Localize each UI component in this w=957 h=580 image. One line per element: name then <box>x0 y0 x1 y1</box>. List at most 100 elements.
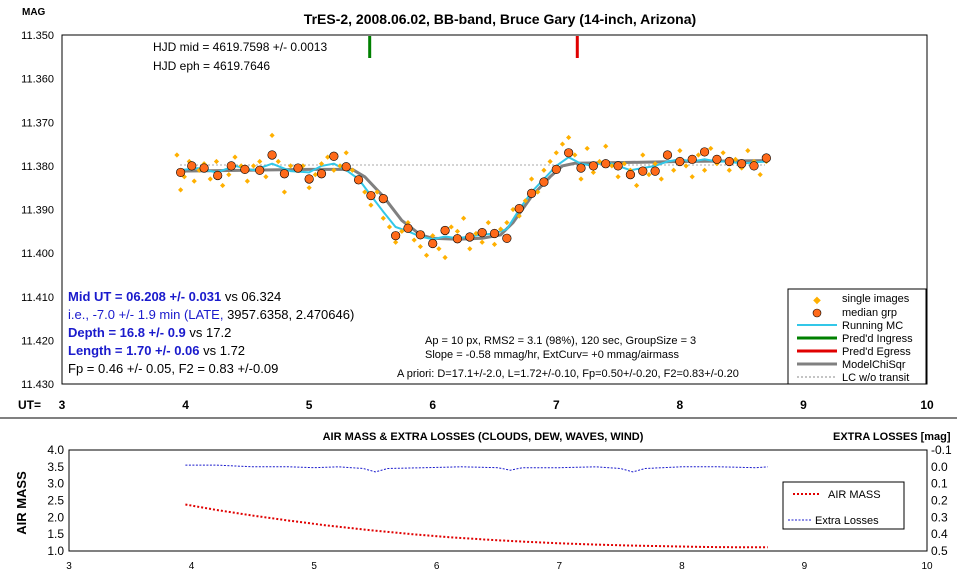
single-image-point <box>467 246 473 252</box>
airmass-y-tick-label: 1.0 <box>47 544 64 558</box>
single-image-point <box>516 213 522 219</box>
median-grp-point <box>415 230 425 240</box>
depth-text: Depth = 16.8 +/- 0.9 vs 17.2 <box>68 325 231 340</box>
median-grp-point <box>267 150 277 160</box>
single-image-point <box>368 202 374 208</box>
single-image-point <box>609 163 615 169</box>
single-image-point <box>695 152 701 158</box>
median-grp-point <box>477 228 487 238</box>
single-image-point <box>430 233 436 239</box>
single-image-point <box>640 152 646 158</box>
median-grp-point <box>650 166 660 176</box>
median-grp-point <box>564 148 574 158</box>
single-image-point <box>671 167 677 173</box>
single-image-point <box>178 187 184 193</box>
airmass-y-tick-label: 2.5 <box>47 494 64 508</box>
y-tick-label: 11.420 <box>21 335 54 347</box>
median-grp-point <box>329 151 339 161</box>
airmass-x-tick-label: 5 <box>311 561 317 572</box>
median-grp-point <box>213 170 223 181</box>
y-tick-label: 11.350 <box>21 30 54 42</box>
single-image-point <box>491 241 498 247</box>
median-grp-point <box>391 231 401 241</box>
y-tick-labels: 11.350 11.360 11.370 11.380 11.390 11.400 11.4… <box>21 30 54 391</box>
airmass-x-tick-label: 3 <box>66 561 72 572</box>
median-grp-point <box>316 169 327 179</box>
single-image-point <box>380 215 386 221</box>
single-image-point <box>436 246 442 252</box>
single-image-point <box>331 167 337 173</box>
single-image-point <box>572 152 578 158</box>
single-image-point <box>677 148 683 154</box>
single-image-point <box>337 163 343 169</box>
single-image-point <box>312 172 318 178</box>
single-image-point <box>220 182 226 189</box>
median-grp-point <box>662 150 673 160</box>
airmass-x-tick-labels: 3 4 5 6 7 8 9 10 <box>66 561 933 572</box>
median-grp-point <box>452 234 463 244</box>
single-image-point <box>306 185 312 191</box>
x-tick-labels: 3 4 5 6 7 8 9 10 <box>59 398 934 412</box>
single-image-point <box>250 163 257 169</box>
depth-value: Depth = 16.8 +/- 0.9 <box>68 325 186 340</box>
fp-text: Fp = 0.46 +/- 0.05, F2 = 0.83 +/-0.09 <box>68 361 278 376</box>
single-image-point <box>191 178 197 184</box>
y-tick-label: 11.430 <box>21 379 54 391</box>
airmass-legend: AIR MASS Extra Losses <box>782 481 905 530</box>
legend-egress-label: Pred'd Egress <box>842 346 911 358</box>
single-image-point <box>448 224 454 230</box>
single-image-point <box>646 172 652 178</box>
airmass-axis-label: AIR MASS <box>14 471 29 535</box>
median-grp-series <box>176 147 771 249</box>
single-image-point <box>603 143 609 149</box>
airmass-y-tick-label: 4.0 <box>47 443 64 457</box>
single-image-point <box>504 219 510 226</box>
single-image-point <box>461 215 467 221</box>
median-grp-point <box>712 154 722 164</box>
single-image-point <box>399 228 405 234</box>
median-grp-point <box>526 188 537 198</box>
single-image-point <box>689 174 695 180</box>
x-tick-label: 9 <box>800 398 807 412</box>
airmass-y-tick-labels: 1.0 1.5 2.0 2.5 3.0 3.5 4.0 <box>47 443 64 558</box>
single-image-point <box>701 167 708 173</box>
single-image-point <box>732 156 739 162</box>
single-image-point <box>652 161 658 167</box>
mid-ut-text: Mid UT = 06.208 +/- 0.031 vs 06.324 <box>68 289 281 304</box>
y-axis-label: MAG <box>22 7 46 18</box>
length-value: Length = 1.70 +/- 0.06 <box>68 343 200 358</box>
airmass-x-tick-label: 4 <box>189 561 195 572</box>
single-image-point <box>683 163 689 169</box>
legend-single-label: single images <box>842 293 910 305</box>
single-image-point <box>498 226 504 232</box>
median-grp-point <box>625 170 636 180</box>
median-grp-point <box>687 154 697 164</box>
y-tick-label: 11.380 <box>21 161 54 173</box>
airmass-y-tick-label: 2.0 <box>47 510 64 524</box>
single-image-point <box>362 189 368 195</box>
median-grp-point <box>588 161 598 171</box>
single-image-point <box>596 158 603 165</box>
single-image-point <box>325 154 331 160</box>
single-image-point <box>479 239 485 245</box>
single-image-point <box>510 206 516 213</box>
single-image-point <box>566 134 572 141</box>
single-image-point <box>288 163 294 169</box>
x-tick-label: 4 <box>182 398 189 412</box>
late-value: i.e., -7.0 +/- 1.9 min (LATE, <box>68 307 223 322</box>
slope-text: Slope = -0.58 mmag/hr, ExtCurv= +0 mmag/… <box>425 349 680 361</box>
single-image-point <box>281 189 288 195</box>
single-image-point <box>615 174 621 180</box>
x-tick-label: 7 <box>553 398 560 412</box>
median-grp-point <box>465 232 475 242</box>
late-text: i.e., -7.0 +/- 1.9 min (LATE, 3957.6358,… <box>68 307 354 322</box>
length-vs: vs 1.72 <box>200 343 246 358</box>
single-image-point <box>442 254 448 261</box>
single-image-point <box>584 145 590 152</box>
ephemeris-values: 3957.6358, 2.470646) <box>223 307 354 322</box>
x-tick-label: 5 <box>306 398 313 412</box>
single-image-point <box>213 158 220 165</box>
y-tick-label: 11.410 <box>21 292 54 304</box>
single-image-point <box>318 161 325 167</box>
